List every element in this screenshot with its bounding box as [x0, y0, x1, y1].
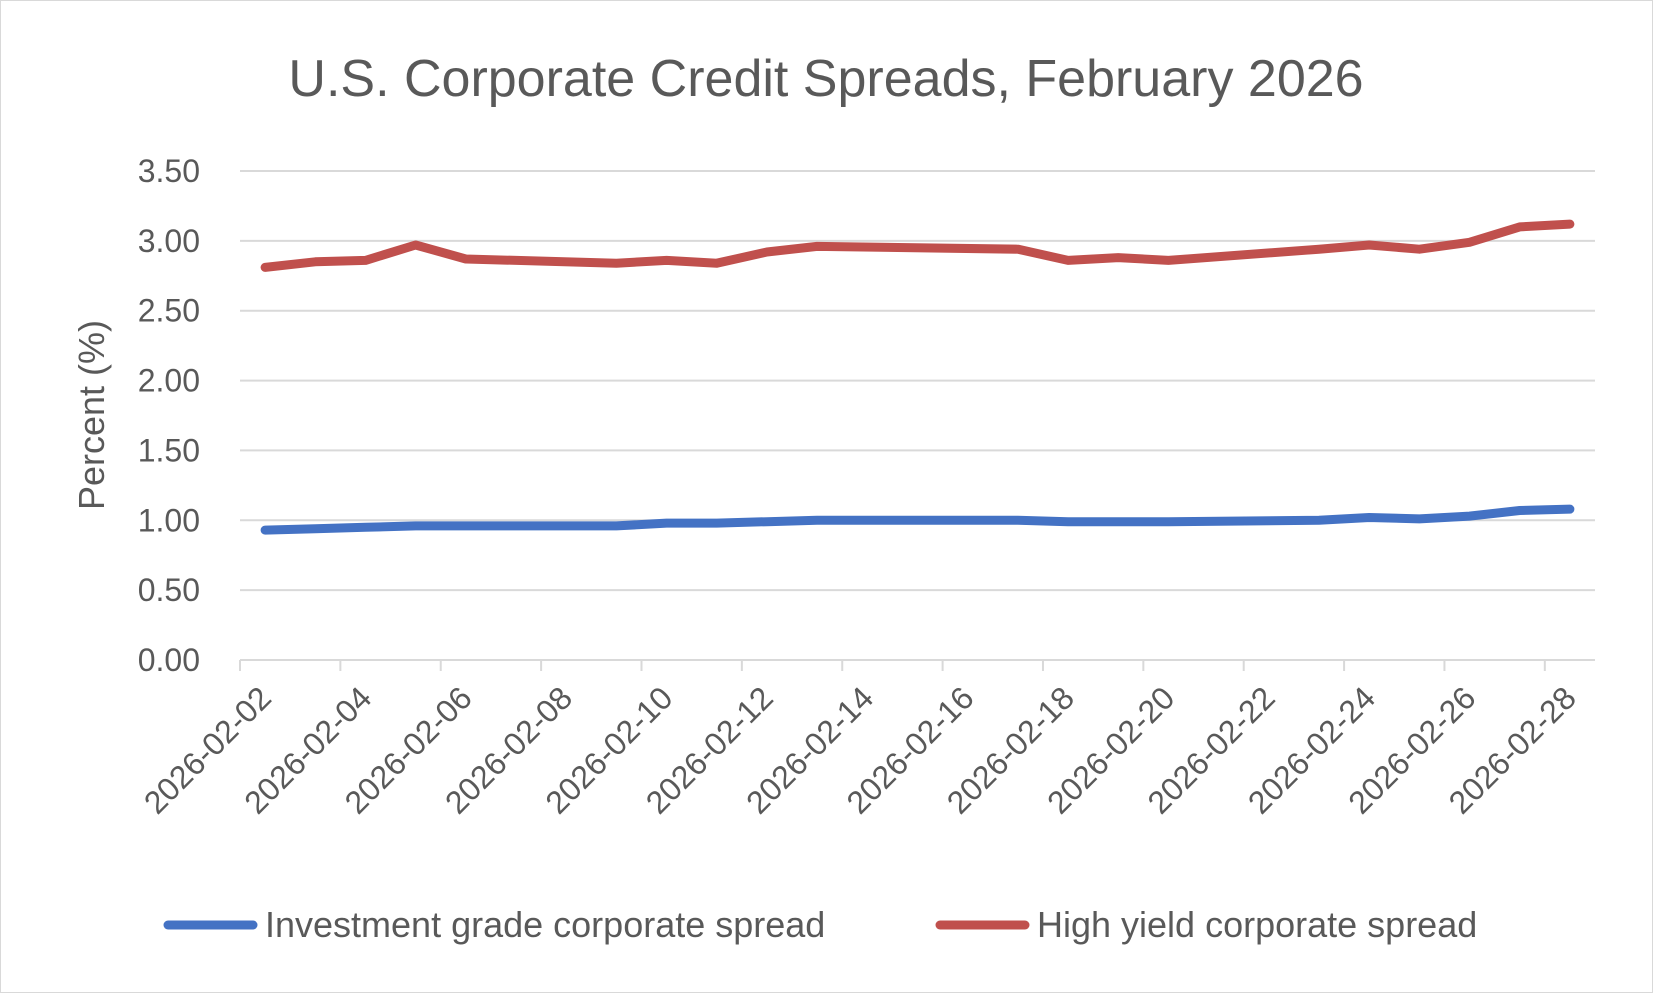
chart-title: U.S. Corporate Credit Spreads, February … — [288, 50, 1363, 108]
legend-label: Investment grade corporate spread — [265, 904, 825, 945]
y-tick-label: 1.00 — [138, 502, 200, 538]
series-lines — [260, 219, 1575, 535]
legend-label: High yield corporate spread — [1037, 904, 1477, 945]
x-axis-ticks: 2026-02-022026-02-042026-02-062026-02-08… — [137, 679, 1583, 820]
series-line-investment-grade — [260, 504, 1575, 535]
y-tick-label: 3.50 — [138, 153, 200, 189]
y-tick-label: 0.00 — [138, 642, 200, 678]
y-tick-label: 0.50 — [138, 572, 200, 608]
y-tick-label: 1.50 — [138, 432, 200, 468]
y-tick-label: 2.50 — [138, 293, 200, 329]
axes — [239, 659, 1595, 671]
legend: Investment grade corporate spread High yi… — [163, 904, 1477, 945]
y-tick-label: 2.00 — [138, 363, 200, 399]
y-axis-label: Percent (%) — [71, 320, 112, 510]
y-tick-label: 3.00 — [138, 223, 200, 259]
y-axis-ticks: 0.00 0.50 1.00 1.50 2.00 2.50 3.00 3.50 — [138, 153, 200, 678]
series-line-high-yield — [260, 219, 1575, 272]
